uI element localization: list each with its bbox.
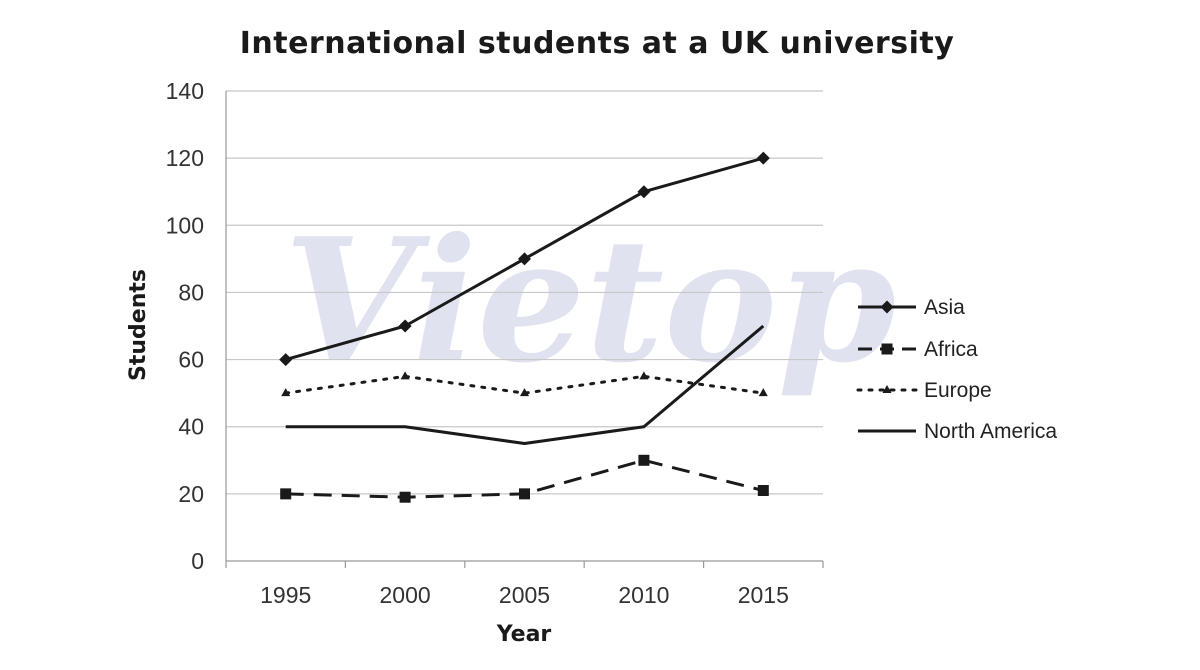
data-point-europe: [400, 371, 410, 380]
gridlines: [226, 90, 823, 495]
x-tick-label: 2005: [499, 582, 550, 608]
data-point-asia: [518, 252, 531, 266]
x-axis-title: Year: [496, 622, 552, 647]
legend-marker-asia: [880, 300, 894, 314]
legend-item-europe: Europe: [856, 379, 992, 402]
series-asia: [279, 151, 770, 367]
data-point-africa: [280, 488, 292, 500]
data-point-africa: [519, 488, 530, 500]
legend-label-africa: Africa: [924, 338, 978, 361]
axes: 0 20 40 60 80 100 120 140 1995 2000 2005 2010 2015: [166, 78, 824, 608]
legend-marker-europe: [882, 385, 892, 393]
y-tick-label: 100: [166, 212, 204, 238]
x-tick-label: 2010: [618, 582, 669, 608]
data-point-asia: [756, 151, 770, 165]
series-africa: [280, 454, 769, 503]
data-point-asia: [637, 185, 651, 199]
y-tick-label: 20: [178, 481, 204, 507]
legend-label-europe: Europe: [924, 379, 992, 402]
x-tick-label: 1995: [260, 582, 311, 608]
data-point-africa: [757, 485, 769, 496]
y-tick-label: 60: [178, 347, 204, 373]
y-tick-label: 40: [178, 414, 204, 440]
data-point-asia: [279, 353, 293, 367]
y-tick-label: 120: [166, 145, 204, 171]
data-point-asia: [398, 319, 412, 333]
data-point-europe: [281, 388, 291, 397]
legend: Asia Africa Europe North America: [856, 296, 1057, 443]
y-axis-title: Students: [126, 269, 151, 381]
y-tick-label: 140: [166, 78, 204, 104]
series-north-america: [285, 324, 765, 445]
data-point-europe: [520, 388, 529, 397]
data-point-europe: [639, 371, 649, 380]
legend-label-asia: Asia: [924, 296, 965, 319]
legend-item-asia: Asia: [858, 296, 965, 319]
legend-marker-africa: [881, 343, 893, 355]
watermark: Vietop: [284, 201, 896, 401]
chart-title: International students at a UK universit…: [240, 26, 955, 61]
series-layer: [279, 151, 770, 503]
y-tick-label: 0: [191, 548, 204, 574]
data-point-africa: [638, 454, 650, 466]
x-tick-label: 2000: [380, 582, 431, 608]
legend-item-north-america: North America: [858, 420, 1057, 443]
series-line-north-america: [285, 324, 765, 445]
data-point-africa: [399, 491, 411, 503]
legend-label-north-america: North America: [924, 420, 1057, 443]
y-tick-label: 80: [178, 279, 204, 305]
x-tick-label: 2015: [738, 582, 789, 608]
legend-item-africa: Africa: [858, 338, 978, 361]
data-point-europe: [758, 388, 768, 397]
series-europe: [281, 371, 768, 397]
